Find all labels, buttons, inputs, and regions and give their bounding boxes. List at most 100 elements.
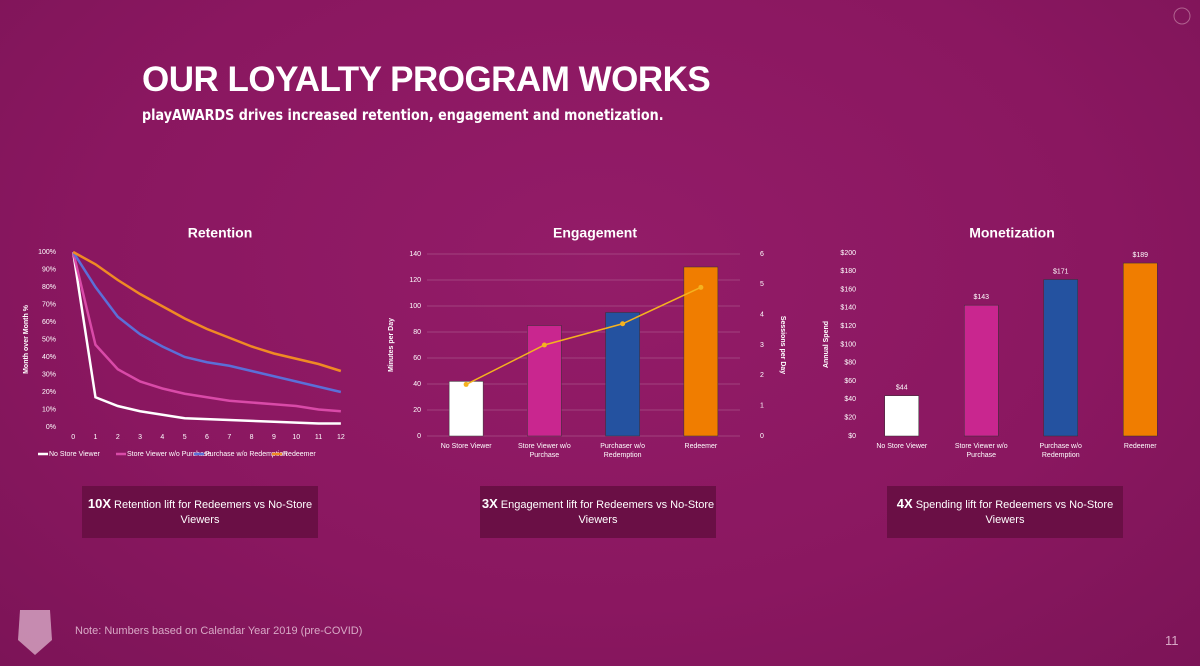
x-tick-label: 1	[94, 434, 98, 441]
y2-tick-label: 6	[760, 251, 764, 258]
x-tick-label: 8	[250, 434, 254, 441]
y2-tick-label: 0	[760, 433, 764, 440]
x-tick-label: No Store Viewer	[440, 443, 492, 450]
x-tick-label: No Store Viewer	[876, 443, 928, 450]
x-tick-label: 10	[292, 434, 300, 441]
y2-tick-label: 4	[760, 312, 764, 319]
chart-title: Monetization	[969, 225, 1055, 241]
line-point	[541, 342, 547, 348]
y-tick-label: 60	[413, 355, 421, 362]
line	[71, 251, 341, 413]
y-tick-label: $40	[844, 396, 856, 403]
slide-title: OUR LOYALTY PROGRAM WORKS	[142, 60, 711, 99]
line	[72, 251, 342, 394]
legend-label: Purchase w/o Redemption	[205, 451, 287, 458]
line-point	[698, 284, 704, 290]
legend-label: Redeemer	[283, 451, 316, 458]
check-icon	[1173, 7, 1191, 25]
y-tick-label: 100	[409, 303, 421, 310]
x-tick-label: 0	[71, 434, 75, 441]
x-tick-label-box: Store Viewer w/o Purchase	[954, 443, 1008, 459]
y-tick-label: 90%	[42, 266, 56, 273]
footnote: Note: Numbers based on Calendar Year 201…	[75, 625, 363, 637]
callout-text: Retention lift for Redeemers vs No-Store…	[114, 499, 313, 526]
callout-text: Engagement lift for Redeemers vs No-Stor…	[500, 499, 715, 526]
y-tick-label: $120	[840, 323, 856, 330]
bar	[884, 395, 919, 437]
y2-axis-label: Sessions per Day	[779, 316, 786, 374]
bar	[683, 266, 719, 437]
x-tick-label: Purchase w/o Redemption	[1039, 443, 1082, 459]
x-tick-label: 7	[227, 434, 231, 441]
line	[71, 251, 341, 425]
bar	[605, 312, 640, 437]
y-tick-label: $0	[848, 433, 856, 440]
y-tick-label: $60	[844, 378, 856, 385]
x-tick-label-box: No Store Viewer	[440, 443, 492, 450]
y-tick-label: $100	[840, 341, 856, 348]
y2-tick-label: 2	[760, 372, 764, 379]
x-tick-label-box: Redeemer	[684, 443, 718, 450]
value-label: $44	[896, 385, 908, 392]
y-tick-label: 80%	[42, 284, 56, 291]
bar	[448, 381, 484, 437]
x-tick-label: Redeemer	[684, 443, 718, 450]
legend-label: Store Viewer w/o Purchase	[127, 451, 211, 458]
y-tick-label: 70%	[42, 301, 56, 308]
y-tick-label: 100%	[38, 249, 56, 256]
x-tick-label: 9	[272, 434, 276, 441]
y-axis-label: Annual Spend	[823, 321, 830, 368]
line-point	[620, 321, 626, 327]
bar	[1123, 262, 1158, 437]
callout: 10X Retention lift for Redeemers vs No-St…	[82, 486, 318, 538]
x-tick-label-box: No Store Viewer	[876, 443, 928, 450]
y-tick-label: $160	[840, 286, 856, 293]
y-tick-label: 120	[409, 277, 421, 284]
callout-strong: 10X	[87, 496, 112, 511]
y-tick-label: $140	[840, 305, 856, 312]
x-tick-label: Redeemer	[1123, 443, 1157, 450]
line	[465, 286, 702, 386]
x-tick-label: 3	[138, 434, 142, 441]
chart-title: Retention	[188, 225, 253, 241]
callout: 3X Engagement lift for Redeemers vs No-St…	[480, 486, 716, 538]
y-tick-label: 0	[417, 433, 421, 440]
value-label: $143	[973, 294, 989, 301]
y-tick-label: $20	[844, 415, 856, 422]
y-tick-label: 10%	[42, 406, 56, 413]
x-tick-label: Store Viewer w/o Purchase	[954, 443, 1008, 459]
y-tick-label: $180	[840, 268, 856, 275]
x-tick-label: 12	[337, 434, 345, 441]
y-tick-label: 140	[409, 251, 421, 258]
value-label: $171	[1053, 268, 1069, 275]
x-tick-label-box: Store Viewer w/o Purchase	[517, 443, 571, 459]
x-tick-label: Store Viewer w/o Purchase	[517, 443, 571, 459]
chart-title: Engagement	[553, 225, 637, 241]
legend-label: No Store Viewer	[49, 451, 101, 458]
y-tick-label: 50%	[42, 336, 56, 343]
bar	[964, 304, 999, 437]
slide-subtitle: playAWARDS drives increased retention, e…	[142, 106, 664, 124]
y2-tick-label: 3	[760, 342, 764, 349]
x-tick-label: 5	[183, 434, 187, 441]
x-tick-label-box: Purchase w/o Redemption	[1039, 443, 1082, 459]
x-tick-label: 6	[205, 434, 209, 441]
x-tick-label: 2	[116, 434, 120, 441]
x-tick-label: Purchaser w/o Redemption	[600, 443, 645, 459]
y2-tick-label: 1	[760, 403, 764, 410]
x-tick-label-box: Purchaser w/o Redemption	[600, 443, 645, 459]
x-tick-label: 4	[160, 434, 164, 441]
y2-tick-label: 5	[760, 281, 764, 288]
callout: 4X Spending lift for Redeemers vs No-Stor…	[887, 486, 1123, 538]
y-axis-label: Month over Month %	[23, 304, 30, 374]
y-tick-label: 60%	[42, 319, 56, 326]
value-label: $189	[1132, 252, 1148, 259]
y-tick-label: 20%	[42, 389, 56, 396]
y-tick-label: 40	[413, 381, 421, 388]
callout-strong: 3X	[481, 496, 498, 511]
y-tick-label: 40%	[42, 354, 56, 361]
x-tick-label: 11	[315, 434, 322, 441]
y-tick-label: 20	[413, 407, 421, 414]
